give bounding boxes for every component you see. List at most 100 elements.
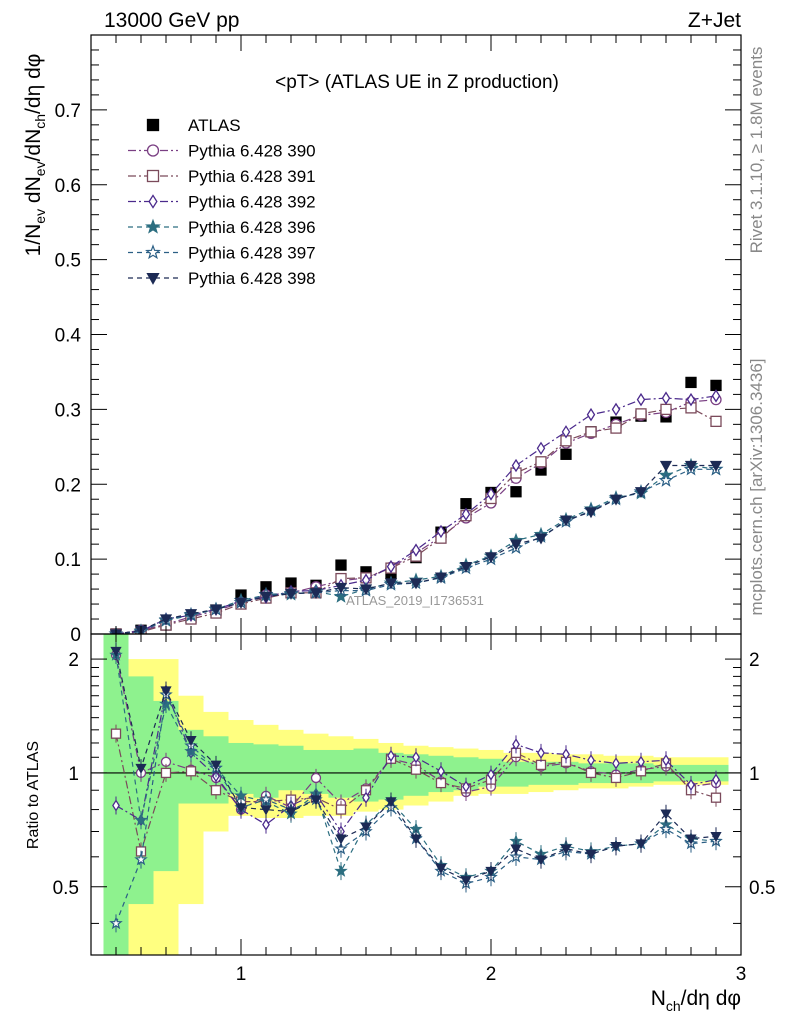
ratio-band-stat-bin bbox=[128, 676, 154, 905]
data-point bbox=[560, 448, 572, 460]
legend-label: Pythia 6.428 397 bbox=[188, 244, 316, 263]
data-point bbox=[410, 834, 422, 845]
data-point bbox=[460, 498, 472, 510]
ratio-y-tick-label-right: 1 bbox=[749, 764, 760, 785]
data-point bbox=[335, 559, 347, 571]
process-label: Z+Jet bbox=[688, 9, 741, 32]
data-point bbox=[659, 822, 673, 835]
data-point bbox=[660, 403, 672, 416]
data-point bbox=[259, 591, 273, 603]
data-point bbox=[159, 614, 173, 626]
plot-title: <pT> (ATLAS UE in Z production) bbox=[275, 72, 559, 93]
legend-label: ATLAS bbox=[188, 116, 241, 135]
y-tick-label: 0.4 bbox=[55, 326, 82, 347]
data-point bbox=[384, 578, 398, 590]
data-point bbox=[660, 809, 672, 820]
y-tick-label: 0.1 bbox=[55, 550, 81, 571]
rivet-label: Rivet 3.1.10, ≥ 1.8M events bbox=[747, 47, 766, 254]
data-point bbox=[485, 866, 497, 877]
data-point bbox=[310, 795, 322, 806]
data-point bbox=[435, 863, 447, 874]
data-point bbox=[134, 813, 148, 826]
data-point bbox=[110, 646, 122, 657]
data-point bbox=[535, 456, 547, 468]
ratio-plot-series bbox=[109, 642, 723, 933]
data-point bbox=[511, 458, 521, 473]
data-point bbox=[185, 736, 197, 747]
data-point bbox=[512, 738, 520, 751]
y-tick-label: 0.6 bbox=[55, 176, 81, 197]
data-point bbox=[434, 572, 448, 584]
data-point bbox=[712, 773, 720, 786]
data-point bbox=[612, 757, 620, 770]
data-point bbox=[487, 768, 495, 781]
legend-label: Pythia 6.428 398 bbox=[188, 269, 316, 288]
data-point bbox=[685, 376, 697, 389]
data-point bbox=[535, 855, 547, 866]
data-point bbox=[659, 460, 673, 472]
legend-marker bbox=[145, 218, 161, 234]
data-point bbox=[709, 460, 723, 472]
data-point bbox=[610, 841, 622, 853]
data-point bbox=[710, 415, 722, 428]
mcplots-label: mcplots.cern.ch [arXiv:1306.3436] bbox=[747, 358, 766, 615]
data-point bbox=[360, 822, 372, 833]
y-tick-label: 0.5 bbox=[55, 251, 81, 272]
data-point bbox=[334, 863, 348, 877]
data-point bbox=[359, 584, 373, 596]
legend-marker bbox=[146, 169, 160, 183]
data-point bbox=[586, 407, 596, 422]
data-point bbox=[509, 539, 523, 551]
y-tick-label: 0.7 bbox=[55, 101, 81, 122]
ratio-y-tick-label: 1 bbox=[68, 764, 79, 785]
x-tick-label: 2 bbox=[486, 964, 497, 985]
legend-item: Pythia 6.428 390 bbox=[128, 142, 316, 161]
data-point bbox=[585, 849, 597, 860]
data-point bbox=[362, 791, 370, 804]
data-point bbox=[462, 780, 470, 793]
data-point bbox=[260, 805, 272, 816]
axes: 0 0.1 0.2 0.3 0.4 0.5 0.6 0.7 0.5 0.5 1 1 2 2 1 2 3 bbox=[53, 34, 775, 985]
data-point bbox=[160, 686, 172, 697]
ratio-band-stat-bin bbox=[328, 749, 354, 798]
ratio-band-stat-bin bbox=[153, 700, 179, 872]
data-point bbox=[234, 597, 248, 609]
data-point bbox=[635, 839, 647, 850]
data-point bbox=[310, 772, 322, 784]
data-point bbox=[185, 766, 197, 777]
data-point bbox=[587, 754, 595, 767]
data-point bbox=[184, 609, 198, 621]
data-point bbox=[333, 588, 349, 603]
data-point bbox=[387, 749, 395, 762]
data-point bbox=[486, 487, 496, 501]
data-point bbox=[461, 507, 471, 521]
data-point bbox=[510, 844, 522, 855]
ratio-y-tick-label-right: 0.5 bbox=[749, 878, 775, 899]
data-point bbox=[537, 746, 545, 760]
data-point bbox=[634, 487, 648, 499]
legend-marker bbox=[148, 194, 158, 209]
ratio-uncertainty-bands bbox=[91, 634, 741, 955]
ratio-y-tick-label: 2 bbox=[68, 650, 79, 671]
data-point bbox=[562, 748, 570, 761]
y-tick-label: 0.3 bbox=[55, 400, 81, 421]
x-axis-label: Nch/dη dφ bbox=[651, 987, 741, 1014]
y-tick-label: 0.2 bbox=[55, 475, 81, 496]
data-point bbox=[685, 834, 697, 845]
ratio-band-stat-bin bbox=[228, 742, 254, 794]
data-point bbox=[437, 765, 445, 778]
data-point bbox=[710, 379, 722, 392]
legend-marker bbox=[146, 144, 160, 157]
data-point bbox=[436, 524, 446, 539]
legend-label: Pythia 6.428 396 bbox=[188, 218, 316, 237]
data-point bbox=[335, 804, 347, 815]
data-point bbox=[210, 760, 222, 771]
y-tick-label: 0 bbox=[70, 625, 81, 646]
x-tick-label: 1 bbox=[236, 964, 247, 985]
series-pythia-6-428-398 bbox=[110, 642, 722, 890]
data-point bbox=[559, 515, 573, 527]
data-point bbox=[484, 552, 498, 564]
data-point bbox=[409, 578, 423, 590]
data-point bbox=[686, 392, 696, 407]
